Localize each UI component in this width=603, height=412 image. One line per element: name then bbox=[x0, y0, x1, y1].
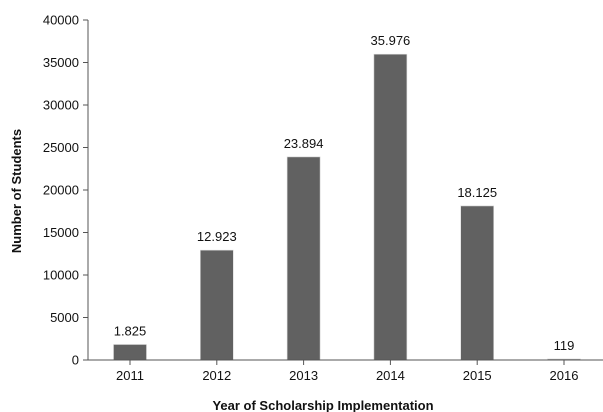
y-tick-label: 40000 bbox=[43, 13, 79, 28]
x-axis-title: Year of Scholarship Implementation bbox=[212, 398, 433, 412]
y-tick-label: 35000 bbox=[43, 55, 79, 70]
data-label: 12.923 bbox=[197, 229, 237, 244]
x-tick-label: 2011 bbox=[116, 368, 144, 383]
y-tick-label: 5000 bbox=[50, 310, 79, 325]
bar bbox=[200, 249, 234, 361]
x-axis-ticks: 2011 2012 2013 2014 2015 2016 bbox=[116, 360, 578, 383]
x-tick-label: 2014 bbox=[376, 368, 405, 383]
data-label: 119 bbox=[554, 338, 575, 353]
data-label: 1.825 bbox=[114, 323, 147, 338]
bar bbox=[286, 156, 321, 361]
y-tick-label: 0 bbox=[72, 353, 79, 368]
y-tick-label: 30000 bbox=[43, 98, 79, 113]
y-tick-label: 15000 bbox=[43, 225, 79, 240]
data-label: 18.125 bbox=[457, 185, 497, 200]
data-label: 23.894 bbox=[284, 136, 324, 151]
x-tick-label: 2013 bbox=[289, 368, 318, 383]
x-tick-label: 2015 bbox=[463, 368, 492, 383]
data-labels: 1.825 12.923 23.894 35.976 18.125 119 bbox=[114, 33, 575, 353]
x-tick-label: 2016 bbox=[550, 368, 579, 383]
y-tick-label: 25000 bbox=[43, 140, 79, 155]
bar bbox=[373, 53, 408, 361]
x-tick-label: 2012 bbox=[202, 368, 231, 383]
y-axis-ticks: 0 5000 10000 15000 20000 25000 30000 35000 40000 bbox=[43, 13, 88, 368]
y-axis-title: Number of Students bbox=[9, 129, 24, 253]
bars bbox=[113, 53, 581, 361]
bar bbox=[460, 205, 495, 361]
y-tick-label: 10000 bbox=[43, 268, 79, 283]
y-tick-label: 20000 bbox=[43, 183, 79, 198]
data-label: 35.976 bbox=[371, 33, 411, 48]
bar bbox=[113, 344, 147, 361]
